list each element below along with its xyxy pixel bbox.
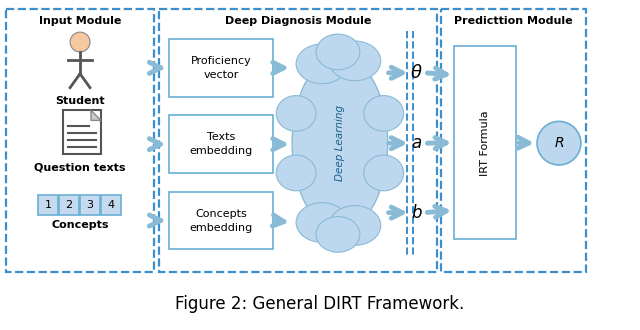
Bar <box>454 46 516 239</box>
Bar <box>101 195 121 214</box>
Text: θ: θ <box>411 64 422 82</box>
Text: Proficiency
vector: Proficiency vector <box>191 56 252 80</box>
Text: b: b <box>412 204 422 222</box>
Ellipse shape <box>364 96 404 131</box>
Text: 1: 1 <box>45 200 52 210</box>
Ellipse shape <box>329 206 381 245</box>
Bar <box>6 9 154 272</box>
Text: Predicttion Module: Predicttion Module <box>454 16 573 26</box>
Text: Texts
embedding: Texts embedding <box>189 132 253 156</box>
Bar <box>159 9 438 272</box>
Polygon shape <box>91 111 101 120</box>
Ellipse shape <box>276 155 316 191</box>
Bar <box>169 115 273 173</box>
Text: 4: 4 <box>108 200 115 210</box>
Ellipse shape <box>276 96 316 131</box>
Bar <box>442 9 586 272</box>
Text: Deep Diagnosis Module: Deep Diagnosis Module <box>225 16 371 26</box>
Ellipse shape <box>70 32 90 52</box>
Text: 3: 3 <box>86 200 93 210</box>
Text: Concepts: Concepts <box>51 219 109 230</box>
Ellipse shape <box>296 44 348 84</box>
Text: Figure 2: General DIRT Framework.: Figure 2: General DIRT Framework. <box>175 295 465 313</box>
Ellipse shape <box>537 121 581 165</box>
Text: IRT Formula: IRT Formula <box>480 110 490 176</box>
Bar <box>59 195 79 214</box>
Bar <box>80 195 100 214</box>
Bar <box>63 111 101 154</box>
Text: a: a <box>412 134 422 152</box>
Bar <box>38 195 58 214</box>
Text: Concepts
embedding: Concepts embedding <box>189 209 253 233</box>
Text: Student: Student <box>55 96 105 106</box>
Text: Deep Learning: Deep Learning <box>335 105 345 181</box>
Ellipse shape <box>364 155 404 191</box>
Ellipse shape <box>329 41 381 81</box>
Ellipse shape <box>292 56 388 230</box>
Bar <box>169 192 273 249</box>
Ellipse shape <box>296 203 348 242</box>
Text: R: R <box>554 136 564 150</box>
Ellipse shape <box>316 34 360 70</box>
Ellipse shape <box>316 216 360 252</box>
Text: Input Module: Input Module <box>39 16 121 26</box>
Text: 2: 2 <box>65 200 73 210</box>
Bar <box>169 39 273 97</box>
Text: Question texts: Question texts <box>35 162 126 172</box>
